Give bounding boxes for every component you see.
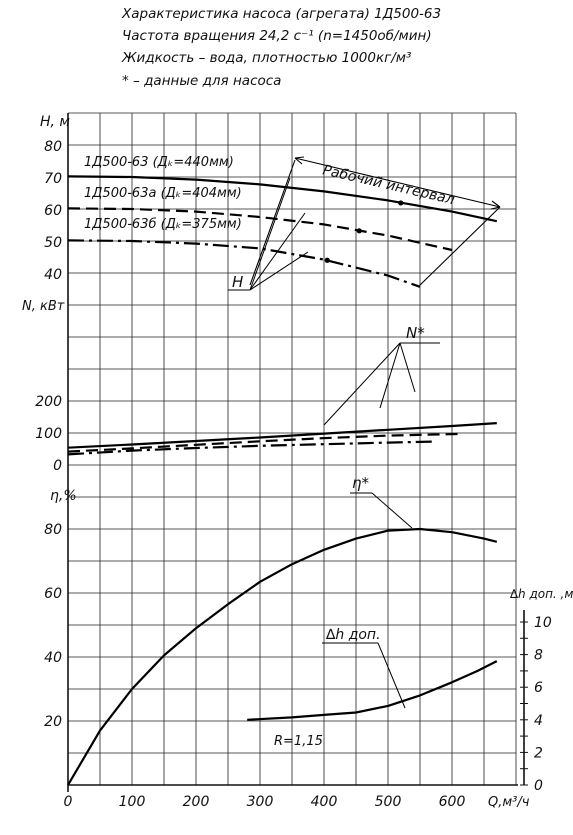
x-tick-label: 200 [183, 794, 210, 810]
head-curve-label: H [232, 273, 243, 291]
head-marker [398, 200, 404, 206]
working-range-arrowhead [490, 200, 501, 210]
power-axis-label: N, кВт [22, 299, 65, 314]
efficiency-tick-label: 80 [44, 522, 62, 538]
head-tick-label: 40 [44, 267, 62, 283]
efficiency-curve-label: η* [352, 474, 370, 492]
header-line-2: Частота вращения 24,2 с⁻¹ (n=1450об/мин) [122, 28, 432, 44]
power-curve-1 [67, 422, 497, 449]
range-right-boundary [417, 206, 501, 288]
x-tick-label: 300 [247, 794, 274, 810]
head-marker [356, 228, 362, 234]
power-curve-2 [67, 432, 459, 453]
head-tick-label: 60 [44, 203, 62, 219]
head-marker [324, 257, 330, 263]
power-tick-label: 100 [35, 426, 62, 442]
head-leader [249, 212, 306, 291]
x-tick-label: 400 [311, 794, 338, 810]
header-line-4: * – данные для насоса [122, 73, 282, 89]
head-series-label-2: 1Д500-63а (Дₖ=404мм) [84, 186, 242, 201]
head-leaders [228, 177, 309, 291]
working-range-arrow [294, 157, 501, 208]
npsh-curve-1 [247, 660, 498, 721]
npsh-tick-label: 10 [534, 615, 552, 631]
head-series-label-1: 1Д500-63 (Дₖ=440мм) [84, 155, 234, 170]
power-tick-label: 200 [35, 394, 62, 410]
x-axis-label: Q,м³/ч [488, 795, 530, 810]
efficiency-leader [371, 492, 413, 529]
head-curve-3 [67, 239, 421, 288]
head-axis-label: H, м [40, 114, 70, 130]
npsh-r-label: R=1,15 [274, 734, 323, 749]
power-leader [379, 342, 401, 409]
power-curve-label: N* [406, 324, 425, 342]
header-line-3: Жидкость – вода, плотностью 1000кг/м³ [122, 50, 412, 66]
head-tick-label: 50 [44, 235, 62, 251]
efficiency-axis-label: η,% [50, 488, 77, 504]
efficiency-tick-label: 60 [44, 586, 62, 602]
power-tick-label: 0 [53, 458, 62, 474]
npsh-tick-label: 0 [534, 778, 543, 794]
npsh-tick-label: 6 [534, 680, 543, 696]
x-tick-label: 0 [64, 794, 73, 810]
working-range-marks [249, 156, 501, 288]
npsh-axis-label: ∆h доп. ,м [509, 587, 573, 601]
head-leader [249, 251, 309, 291]
efficiency-tick-label: 20 [44, 714, 62, 730]
x-tick-label: 100 [119, 794, 146, 810]
power-leader [399, 342, 416, 393]
npsh-tick-label: 2 [534, 745, 543, 761]
head-tick-label: 80 [44, 139, 62, 155]
working-range-arrowhead [294, 156, 305, 165]
header-line-1: Характеристика насоса (агрегата) 1Д500-6… [122, 6, 442, 22]
head-curve-2 [67, 207, 453, 252]
npsh-curve-label: ∆h доп. [325, 627, 381, 643]
head-curve-1 [67, 175, 498, 223]
efficiency-curve-1 [67, 527, 498, 786]
head-tick-label: 70 [44, 171, 62, 187]
x-tick-label: 500 [375, 794, 402, 810]
power-leader [323, 342, 401, 426]
efficiency-tick-label: 40 [44, 650, 62, 666]
head-series-label-3: 1Д500-63б (Дₖ=375мм) [84, 217, 242, 232]
range-left-boundary [249, 159, 296, 286]
npsh-tick-label: 8 [534, 648, 543, 664]
x-tick-label: 600 [439, 794, 466, 810]
power-curve-3 [67, 440, 433, 456]
power-leaders [323, 342, 440, 426]
npsh-tick-label: 4 [534, 713, 543, 729]
npsh-leader [377, 642, 406, 709]
head-leader [249, 177, 291, 291]
